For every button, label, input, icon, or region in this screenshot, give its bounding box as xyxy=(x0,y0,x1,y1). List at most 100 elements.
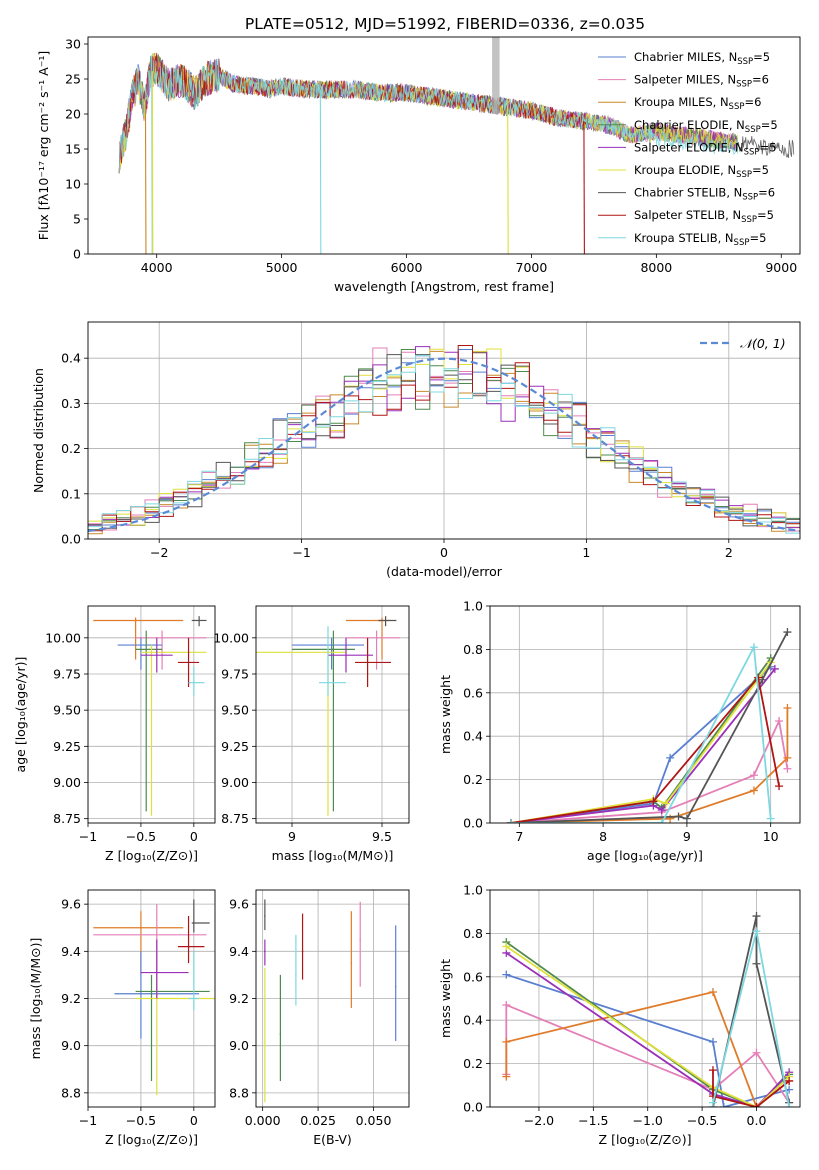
x-tick-label: 2 xyxy=(725,545,733,560)
x-tick-label: −1.5 xyxy=(578,1113,608,1128)
legend-label-sub: SSP xyxy=(736,80,752,90)
legend-label: Kroupa STELIB, NSSP=5 xyxy=(634,231,766,248)
x-axis-label: Z [log₁₀(Z/Z⊙)] xyxy=(105,848,198,863)
y-tick-label: 30 xyxy=(65,37,81,52)
data-point xyxy=(155,971,158,974)
weight-line-6 xyxy=(712,915,790,1107)
masked-region xyxy=(492,37,500,114)
weight-marker xyxy=(766,814,775,823)
axes-frame xyxy=(87,36,801,255)
x-tick-label: −1 xyxy=(292,545,310,560)
weight-line-0 xyxy=(506,973,790,1107)
legend-label-suffix: =5 xyxy=(757,208,774,222)
plot-area xyxy=(88,890,215,1107)
y-tick-label: 9.0 xyxy=(61,1038,81,1053)
x-axis-label: E(B-V) xyxy=(313,1132,352,1147)
x-tick-label: 0 xyxy=(190,1113,198,1128)
y-tick-label: 9.4 xyxy=(61,944,81,959)
x-tick-label: 0.0 xyxy=(747,1113,767,1128)
legend-label-main: Chabrier MILES, N xyxy=(634,50,737,64)
spectrum-panel: 4000 5000 6000 7000 8000 9000 0 5 10 15 20 25 30 wave… xyxy=(36,36,801,294)
y-tick-label: 20 xyxy=(65,107,81,122)
data-point xyxy=(264,915,266,917)
y-tick-label: 0.4 xyxy=(463,1013,483,1028)
y-tick-label: 9.4 xyxy=(229,944,249,959)
y-tick-label: 9.00 xyxy=(221,775,249,790)
y-tick-label: 0.6 xyxy=(463,685,483,700)
weight-marker xyxy=(752,1103,761,1107)
weight-marker xyxy=(502,970,511,979)
x-tick-label: −0.5 xyxy=(687,1113,717,1128)
data-point xyxy=(150,651,153,654)
data-point xyxy=(140,992,142,995)
x-tick-label: 0.050 xyxy=(356,1113,392,1128)
weight-line-8 xyxy=(510,644,772,823)
y-tick-label: 0 xyxy=(73,247,81,262)
y-tick-label: 0.8 xyxy=(463,642,483,657)
x-axis-label: (data-model)/error xyxy=(386,564,503,579)
x-axis-label: wavelength [Angstrom, rest frame] xyxy=(334,279,554,294)
x-tick-label: 4000 xyxy=(141,260,173,275)
weight-marker xyxy=(708,1037,717,1046)
weight-marker xyxy=(666,753,675,762)
data-point xyxy=(155,654,158,656)
x-tick-label: 0.000 xyxy=(245,1113,281,1128)
legend-label: Chabrier MILES, NSSP=5 xyxy=(634,50,770,67)
legend-label-suffix: =6 xyxy=(752,73,769,87)
y-tick-label: 9.75 xyxy=(221,666,249,681)
weight-marker xyxy=(674,812,683,821)
data-point xyxy=(264,950,266,953)
data-point xyxy=(375,637,378,639)
x-tick-label: 6000 xyxy=(391,260,423,275)
residual-panel: −2 −1 0 1 2 0.0 0.1 0.2 0.3 0.4 (data-model)/error… xyxy=(31,321,801,579)
legend-label-main: Salpeter ELODIE, N xyxy=(634,140,744,154)
weight-marker xyxy=(506,819,515,823)
y-tick-label: 0.2 xyxy=(61,441,81,456)
histogram-step-8 xyxy=(88,355,800,534)
weight-marker xyxy=(752,959,761,968)
y-tick-label: 0.4 xyxy=(463,729,483,744)
y-tick-label: 9.50 xyxy=(53,703,81,718)
data-point xyxy=(264,1044,266,1047)
legend-label-suffix: =5 xyxy=(753,50,770,64)
data-point xyxy=(193,922,195,924)
data-point xyxy=(359,938,362,941)
y-tick-label: 8.75 xyxy=(53,811,81,826)
x-tick-label: 7000 xyxy=(516,260,548,275)
legend-label-sub: SSP xyxy=(745,125,761,135)
axes-frame xyxy=(255,605,410,824)
y-tick-label: 10 xyxy=(65,177,81,192)
y-tick-label: 10.00 xyxy=(45,630,81,645)
y-tick-label: 5 xyxy=(73,212,81,227)
x-tick-label: −1 xyxy=(79,1113,97,1128)
y-tick-label: 9.25 xyxy=(53,739,81,754)
x-tick-label: 9000 xyxy=(765,260,797,275)
data-point xyxy=(279,1033,282,1035)
legend-label-sub: SSP xyxy=(734,238,750,248)
weight-line-4 xyxy=(510,668,776,823)
x-tick-label: 0 xyxy=(440,545,448,560)
data-point xyxy=(327,681,329,684)
legend-label-main: Salpeter STELIB, N xyxy=(634,208,741,222)
data-point xyxy=(155,934,158,936)
data-point xyxy=(332,648,335,651)
x-tick-label: −0.5 xyxy=(126,829,156,844)
legend-label: Salpeter ELODIE, NSSP=5 xyxy=(634,140,777,157)
weight-marker xyxy=(783,703,792,712)
y-tick-label: 0.4 xyxy=(61,351,81,366)
plot-area xyxy=(256,890,409,1107)
x-tick-label: −2 xyxy=(150,545,168,560)
legend-label-main: Kroupa MILES, N xyxy=(634,95,729,109)
weight-line-5 xyxy=(510,661,772,823)
plot-area xyxy=(490,890,800,1107)
x-tick-label: 9 xyxy=(288,829,296,844)
age-vs-mass-panel: 9 9.5 8.75 9.00 9.25 9.50 9.75 10.00 mass [log₁₀… xyxy=(213,605,410,863)
weight-marker xyxy=(758,675,767,684)
x-tick-label: −0.5 xyxy=(126,1113,156,1128)
weight-marker xyxy=(502,1001,511,1010)
data-point xyxy=(384,619,387,622)
y-tick-label: 0.2 xyxy=(463,772,483,787)
weight-marker xyxy=(657,819,666,823)
